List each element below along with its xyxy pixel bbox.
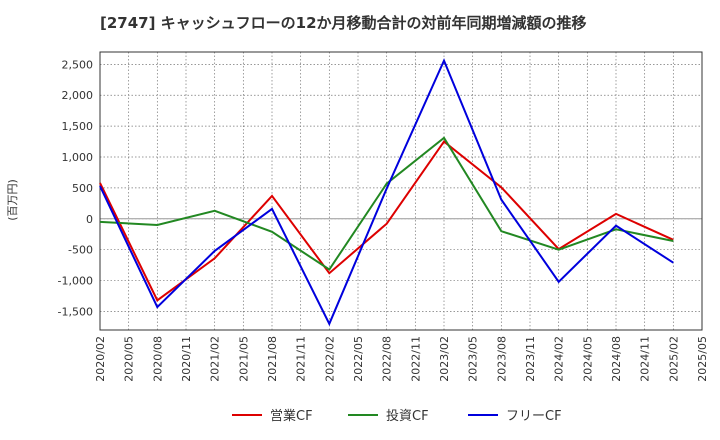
legend-label-3: フリーCF (506, 409, 562, 424)
series-line-3 (99, 58, 674, 327)
y-tick-label: 0 (86, 213, 93, 226)
x-tick-label: 2023/08 (495, 336, 508, 382)
x-tick-label: 2021/05 (237, 336, 250, 382)
legend-label-1: 営業CF (270, 408, 313, 424)
x-tick-label: 2020/05 (123, 336, 136, 382)
x-tick-label: 2024/02 (553, 336, 566, 382)
x-tick-label: 2024/11 (639, 336, 652, 382)
series-line-1 (99, 140, 674, 302)
x-tick-label: 2023/05 (467, 336, 480, 382)
x-tick-label: 2020/02 (94, 336, 107, 382)
y-tick-label: 2,500 (62, 58, 94, 71)
y-tick-label: -1,000 (58, 275, 93, 288)
series-line-2 (99, 136, 674, 271)
y-tick-label: 1,000 (62, 151, 94, 164)
y-axis-label: (百万円) (6, 179, 19, 221)
y-tick-label: -500 (68, 244, 93, 257)
x-tick-label: 2021/11 (295, 336, 308, 382)
x-tick-label: 2022/02 (323, 336, 336, 382)
chart-title: [2747] キャッシュフローの12か月移動合計の対前年同期増減額の推移 (100, 14, 587, 32)
x-tick-label: 2022/11 (409, 336, 422, 382)
x-tick-label: 2021/02 (209, 336, 222, 382)
x-tick-label: 2024/05 (581, 336, 594, 382)
x-tick-label: 2025/05 (696, 336, 709, 382)
x-tick-label: 2023/11 (524, 336, 537, 382)
legend-label-2: 投資CF (386, 408, 429, 424)
x-tick-label: 2025/02 (667, 336, 680, 382)
y-tick-label: 500 (72, 182, 93, 195)
x-tick-label: 2022/05 (352, 336, 365, 382)
x-tick-label: 2021/08 (266, 336, 279, 382)
x-tick-label: 2020/11 (180, 336, 193, 382)
x-tick-label: 2024/08 (610, 336, 623, 382)
x-tick-label: 2020/08 (151, 336, 164, 382)
y-tick-label: 2,000 (62, 89, 94, 102)
plot-area (99, 51, 703, 331)
y-tick-label: -1,500 (58, 305, 93, 318)
x-tick-label: 2022/08 (381, 336, 394, 382)
x-tick-label: 2023/02 (438, 336, 451, 382)
y-tick-label: 1,500 (62, 120, 94, 133)
